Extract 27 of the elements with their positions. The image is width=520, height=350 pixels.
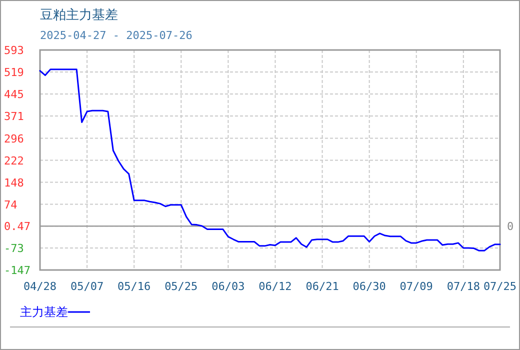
x-tick-label: 05/16 bbox=[118, 280, 151, 293]
x-tick-label: 04/28 bbox=[23, 280, 57, 293]
line-series bbox=[39, 68, 501, 252]
x-tick-label: 06/21 bbox=[306, 280, 339, 293]
x-tick-label: 07/09 bbox=[400, 280, 433, 293]
chart-title: 豆粕主力基差 bbox=[40, 7, 118, 23]
legend-label: 主力基差 bbox=[20, 305, 68, 319]
y-tick-label: 296 bbox=[4, 132, 24, 146]
x-tick-label: 05/07 bbox=[70, 280, 104, 293]
chart-subtitle: 2025-04-27 - 2025-07-26 bbox=[40, 29, 192, 42]
y-tick-label: 371 bbox=[4, 110, 24, 123]
x-tick-label: 06/30 bbox=[352, 280, 386, 293]
y-tick-label: 148 bbox=[4, 176, 24, 190]
y-tick-label: 519 bbox=[4, 66, 24, 79]
y-tick-label: -147 bbox=[4, 264, 30, 277]
x-tick-label: 07/25 bbox=[483, 280, 517, 293]
x-tick-label: 07/18 bbox=[446, 280, 480, 293]
y-tick-label: 445 bbox=[4, 88, 24, 101]
y-tick-label: 222 bbox=[4, 154, 24, 168]
text: 0 bbox=[507, 220, 514, 234]
x-tick-label: 05/25 bbox=[164, 280, 198, 293]
x-tick-label: 06/03 bbox=[212, 280, 245, 293]
y-tick-label: 0.47 bbox=[4, 220, 30, 234]
y-tick-label: -73 bbox=[4, 242, 24, 255]
x-tick-label: 06/12 bbox=[258, 280, 292, 293]
y-tick-label: 74 bbox=[4, 198, 18, 212]
y-tick-label: 593 bbox=[4, 44, 24, 57]
